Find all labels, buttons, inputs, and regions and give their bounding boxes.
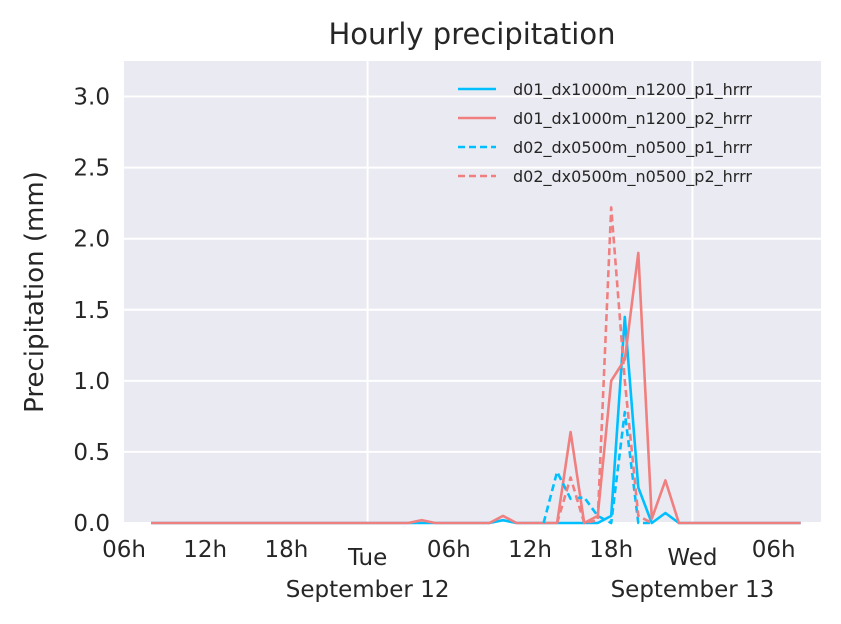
y-tick-label: 1.5 (73, 298, 110, 324)
series-layer (151, 206, 801, 525)
series-line-3 (542, 410, 652, 525)
x-tick-label: 18h (589, 537, 633, 563)
x-axis-ticks: 06h 12h 18h 06h 12h 18h 06h Tue Wed September 12 S… (102, 537, 795, 603)
grid-lines (124, 61, 821, 524)
y-axis-label: Precipitation (mm) (20, 171, 50, 413)
x-tick-label: 06h (427, 537, 471, 563)
legend-label-4: d02_dx0500m_n0500_p2_hrrr (513, 167, 752, 187)
x-tick-label: 12h (183, 537, 227, 563)
y-tick-label: 2.0 (73, 227, 110, 253)
x-tick-label: 18h (264, 537, 308, 563)
legend-label-1: d01_dx1000m_n1200_p1_hrrr (513, 80, 752, 100)
series-line-2 (151, 251, 801, 525)
legend-label-3: d02_dx0500m_n0500_p1_hrrr (513, 138, 752, 158)
series-line-4 (555, 206, 653, 525)
y-tick-label: 0.5 (73, 440, 110, 466)
y-tick-label: 3.0 (73, 85, 110, 111)
y-tick-label: 0.0 (73, 511, 110, 537)
x-date-label: September 13 (611, 577, 775, 603)
x-tick-label: 12h (508, 537, 552, 563)
x-date-label: September 12 (286, 577, 450, 603)
y-axis-ticks: 0.0 0.5 1.0 1.5 2.0 2.5 3.0 (73, 85, 110, 537)
x-day-label: Wed (667, 545, 717, 571)
y-tick-label: 2.5 (73, 156, 110, 182)
x-tick-label: 06h (752, 537, 796, 563)
plot-background (124, 61, 821, 523)
x-tick-label: 06h (102, 537, 146, 563)
legend-label-2: d01_dx1000m_n1200_p2_hrrr (513, 109, 752, 129)
x-day-label: Tue (347, 545, 387, 571)
chart-title: Hourly precipitation (329, 17, 616, 51)
legend: d01_dx1000m_n1200_p1_hrrr d01_dx1000m_n12… (458, 80, 752, 187)
y-tick-label: 1.0 (73, 369, 110, 395)
